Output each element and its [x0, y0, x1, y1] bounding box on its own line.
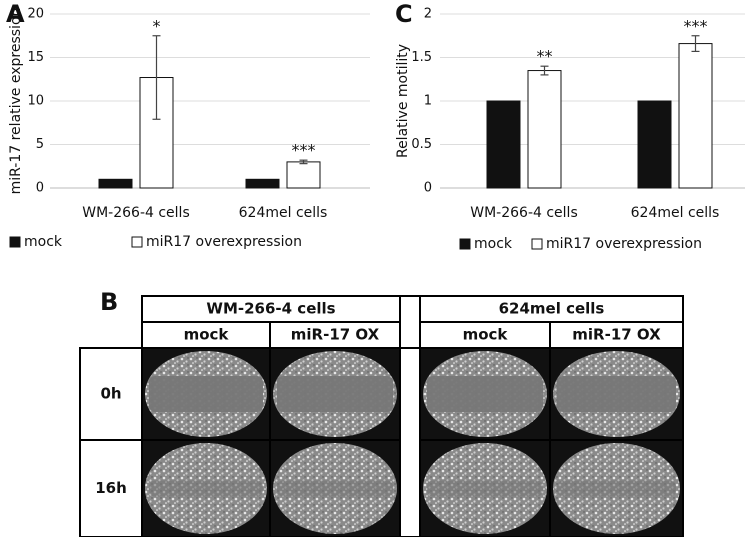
- legend-swatch: [531, 238, 543, 250]
- scratch-gap: [557, 376, 676, 412]
- y-tick-label: 0: [36, 181, 44, 196]
- error-bar: [540, 65, 549, 76]
- error-bar: [152, 35, 161, 120]
- scratch-gap: [427, 376, 543, 412]
- y-tick-label: 2: [424, 7, 432, 22]
- x-tick-label: 624mel cells: [239, 205, 328, 221]
- column-header: miR-17 OX: [572, 326, 661, 344]
- x-tick-label: WM-266-4 cells: [82, 205, 190, 221]
- bar: [245, 178, 280, 189]
- bar: [98, 178, 133, 189]
- x-tick-label: WM-266-4 cells: [470, 205, 578, 221]
- panel-label: A: [6, 0, 25, 28]
- bar: [286, 161, 321, 189]
- row-header: 16h: [95, 479, 127, 497]
- scratch-gap: [427, 480, 543, 497]
- y-tick-label: 1: [424, 94, 432, 109]
- panel-label: B: [100, 288, 118, 316]
- bar: [527, 70, 562, 189]
- column-header: mock: [463, 326, 509, 344]
- scratch-gap: [557, 480, 676, 497]
- table-cell: [549, 439, 684, 537]
- significance-label: ***: [684, 16, 708, 35]
- y-tick-label: 0: [424, 181, 432, 196]
- y-tick-label: 10: [27, 94, 44, 109]
- legend-label: mock: [474, 236, 513, 252]
- y-axis-label: miR-17 relative expression: [8, 8, 24, 195]
- bar: [637, 100, 672, 189]
- legend-label: miR17 overexpression: [146, 234, 302, 250]
- y-tick-label: 0.5: [411, 137, 432, 152]
- column-header: miR-17 OX: [291, 326, 380, 344]
- significance-label: *: [153, 16, 161, 35]
- y-tick-label: 1.5: [411, 50, 432, 65]
- table-cell: [79, 439, 143, 537]
- significance-label: **: [537, 47, 553, 66]
- group-header: 624mel cells: [499, 300, 605, 318]
- y-tick-label: 15: [27, 50, 44, 65]
- significance-label: ***: [292, 141, 316, 160]
- scratch-gap: [149, 376, 263, 412]
- scratch-gap: [277, 480, 393, 497]
- error-bar: [299, 159, 308, 165]
- spacer-column: [399, 347, 421, 537]
- bar: [678, 43, 713, 189]
- panel-label: C: [395, 0, 413, 28]
- bar: [486, 100, 521, 189]
- x-tick-label: 624mel cells: [631, 205, 720, 221]
- legend-label: mock: [24, 234, 63, 250]
- y-tick-label: 20: [27, 7, 44, 22]
- scratch-gap: [277, 376, 393, 412]
- table-cell: [399, 295, 421, 349]
- row-header: 0h: [100, 385, 121, 403]
- y-tick-label: 5: [36, 137, 44, 152]
- y-axis-label: Relative motility: [395, 44, 411, 158]
- legend-label: miR17 overexpression: [546, 236, 702, 252]
- column-header: mock: [184, 326, 230, 344]
- legend-swatch: [131, 236, 143, 248]
- group-header: WM-266-4 cells: [206, 300, 335, 318]
- legend-swatch: [459, 238, 471, 250]
- error-bar: [691, 35, 700, 53]
- legend-swatch: [9, 236, 21, 248]
- scratch-gap: [149, 480, 263, 497]
